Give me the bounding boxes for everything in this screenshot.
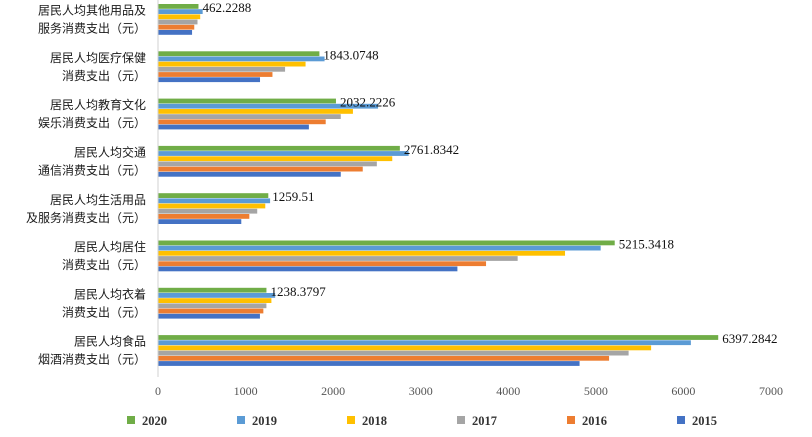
bar-2018-0 xyxy=(158,14,201,20)
x-tick-label-7000: 7000 xyxy=(759,384,783,398)
data-label-0: 462.2288 xyxy=(202,0,251,15)
data-labels-layer: 462.2288 1843.0748 2032.2226 2761.8342 1259.… xyxy=(202,0,777,346)
x-tick-label-4000: 4000 xyxy=(496,384,520,398)
legend-swatch-2016 xyxy=(567,416,575,424)
bar-2019-6 xyxy=(158,293,276,298)
bar-2015-5 xyxy=(158,266,458,272)
legend: 2020 2019 2018 2017 2016 2015 xyxy=(127,414,717,428)
bar-2020-1 xyxy=(158,51,320,57)
x-tick-label-5000: 5000 xyxy=(584,384,608,398)
legend-swatch-2020 xyxy=(127,416,135,424)
category-label-7-1: 烟酒消费支出（元） xyxy=(38,353,146,367)
legend-label-2018: 2018 xyxy=(362,414,387,428)
bar-2019-2 xyxy=(158,103,379,109)
legend-label-2015: 2015 xyxy=(692,414,717,428)
category-label-3-1: 通信消费支出（元） xyxy=(38,164,146,178)
category-label-7-0: 居民人均食品 xyxy=(74,334,146,349)
bar-2018-4 xyxy=(158,203,266,209)
bar-2017-6 xyxy=(158,303,267,309)
bar-2020-3 xyxy=(158,145,400,151)
bar-2015-1 xyxy=(158,77,261,83)
bar-2018-2 xyxy=(158,109,353,114)
bars-layer xyxy=(158,4,719,366)
data-label-2: 2032.2226 xyxy=(340,95,396,110)
category-label-1-0: 居民人均医疗保健 xyxy=(50,51,146,65)
bar-2018-1 xyxy=(158,61,306,67)
category-label-2-1: 娱乐消费支出（元） xyxy=(38,116,146,130)
bar-2015-4 xyxy=(158,219,242,224)
x-axis-ticks: 0 1000 2000 3000 4000 5000 6000 7000 xyxy=(155,384,783,398)
bar-2019-3 xyxy=(158,151,409,156)
bar-2019-0 xyxy=(158,9,203,14)
bar-2018-7 xyxy=(158,345,652,351)
bar-2020-0 xyxy=(158,4,199,9)
x-tick-label-1000: 1000 xyxy=(234,384,258,398)
bar-2019-1 xyxy=(158,56,325,62)
legend-swatch-2019 xyxy=(237,416,245,424)
x-tick-label-0: 0 xyxy=(155,384,161,398)
bar-2017-4 xyxy=(158,208,258,214)
legend-label-2017: 2017 xyxy=(472,414,497,428)
bar-2018-3 xyxy=(158,156,393,162)
x-tick-label-2000: 2000 xyxy=(321,384,345,398)
bar-2015-2 xyxy=(158,124,309,130)
category-label-5-0: 居民人均居住 xyxy=(74,240,146,254)
bar-2016-5 xyxy=(158,261,487,267)
bar-2017-2 xyxy=(158,114,341,119)
bar-2020-6 xyxy=(158,287,267,293)
category-label-0-0: 居民人均其他用品及 xyxy=(38,4,146,18)
category-label-6-0: 居民人均衣着 xyxy=(74,286,146,301)
bar-2020-5 xyxy=(158,240,615,246)
bar-2017-5 xyxy=(158,256,518,261)
bar-2017-0 xyxy=(158,19,198,25)
legend-label-2019: 2019 xyxy=(252,414,277,428)
bar-2019-4 xyxy=(158,198,271,204)
data-label-4: 1259.51 xyxy=(272,189,314,204)
bar-2015-7 xyxy=(158,361,580,366)
legend-swatch-2017 xyxy=(457,416,465,424)
bar-2016-4 xyxy=(158,214,250,219)
bar-2015-3 xyxy=(158,171,341,177)
category-label-0-1: 服务消费支出（元） xyxy=(38,21,146,36)
category-label-2-0: 居民人均教育文化 xyxy=(50,97,146,112)
data-label-6: 1238.3797 xyxy=(270,284,326,299)
bar-2016-0 xyxy=(158,24,195,30)
data-label-1: 1843.0748 xyxy=(323,47,378,62)
bar-2017-3 xyxy=(158,161,377,167)
data-label-3: 2761.8342 xyxy=(404,142,459,157)
bar-2016-3 xyxy=(158,166,363,172)
bar-2019-5 xyxy=(158,245,601,251)
bar-2020-2 xyxy=(158,98,336,104)
x-tick-label-3000: 3000 xyxy=(409,384,433,398)
bar-2017-7 xyxy=(158,350,629,356)
legend-label-2016: 2016 xyxy=(582,414,607,428)
bar-2017-1 xyxy=(158,66,286,72)
bar-2020-4 xyxy=(158,193,269,198)
data-label-7: 6397.2842 xyxy=(722,331,777,346)
category-label-6-1: 消费支出（元） xyxy=(62,305,146,319)
bar-2016-7 xyxy=(158,355,610,361)
category-label-5-1: 消费支出（元） xyxy=(62,258,146,272)
bar-2015-0 xyxy=(158,30,193,35)
legend-swatch-2018 xyxy=(347,416,355,424)
legend-swatch-2015 xyxy=(677,416,685,424)
category-label-4-0: 居民人均生活用品 xyxy=(50,193,146,207)
bar-2015-6 xyxy=(158,313,260,319)
bar-2016-1 xyxy=(158,72,273,77)
bar-2020-7 xyxy=(158,335,719,340)
bar-2016-2 xyxy=(158,119,326,125)
category-label-3-0: 居民人均交通 xyxy=(74,145,146,160)
bar-2016-6 xyxy=(158,308,264,314)
x-tick-label-6000: 6000 xyxy=(671,384,695,398)
legend-label-2020: 2020 xyxy=(142,414,167,428)
bar-2019-7 xyxy=(158,340,691,346)
category-label-1-1: 消费支出（元） xyxy=(62,69,146,83)
category-label-4-1: 及服务消费支出（元） xyxy=(26,210,146,225)
bar-2018-5 xyxy=(158,250,566,256)
data-label-5: 5215.3418 xyxy=(619,237,674,252)
bar-2018-6 xyxy=(158,298,272,303)
